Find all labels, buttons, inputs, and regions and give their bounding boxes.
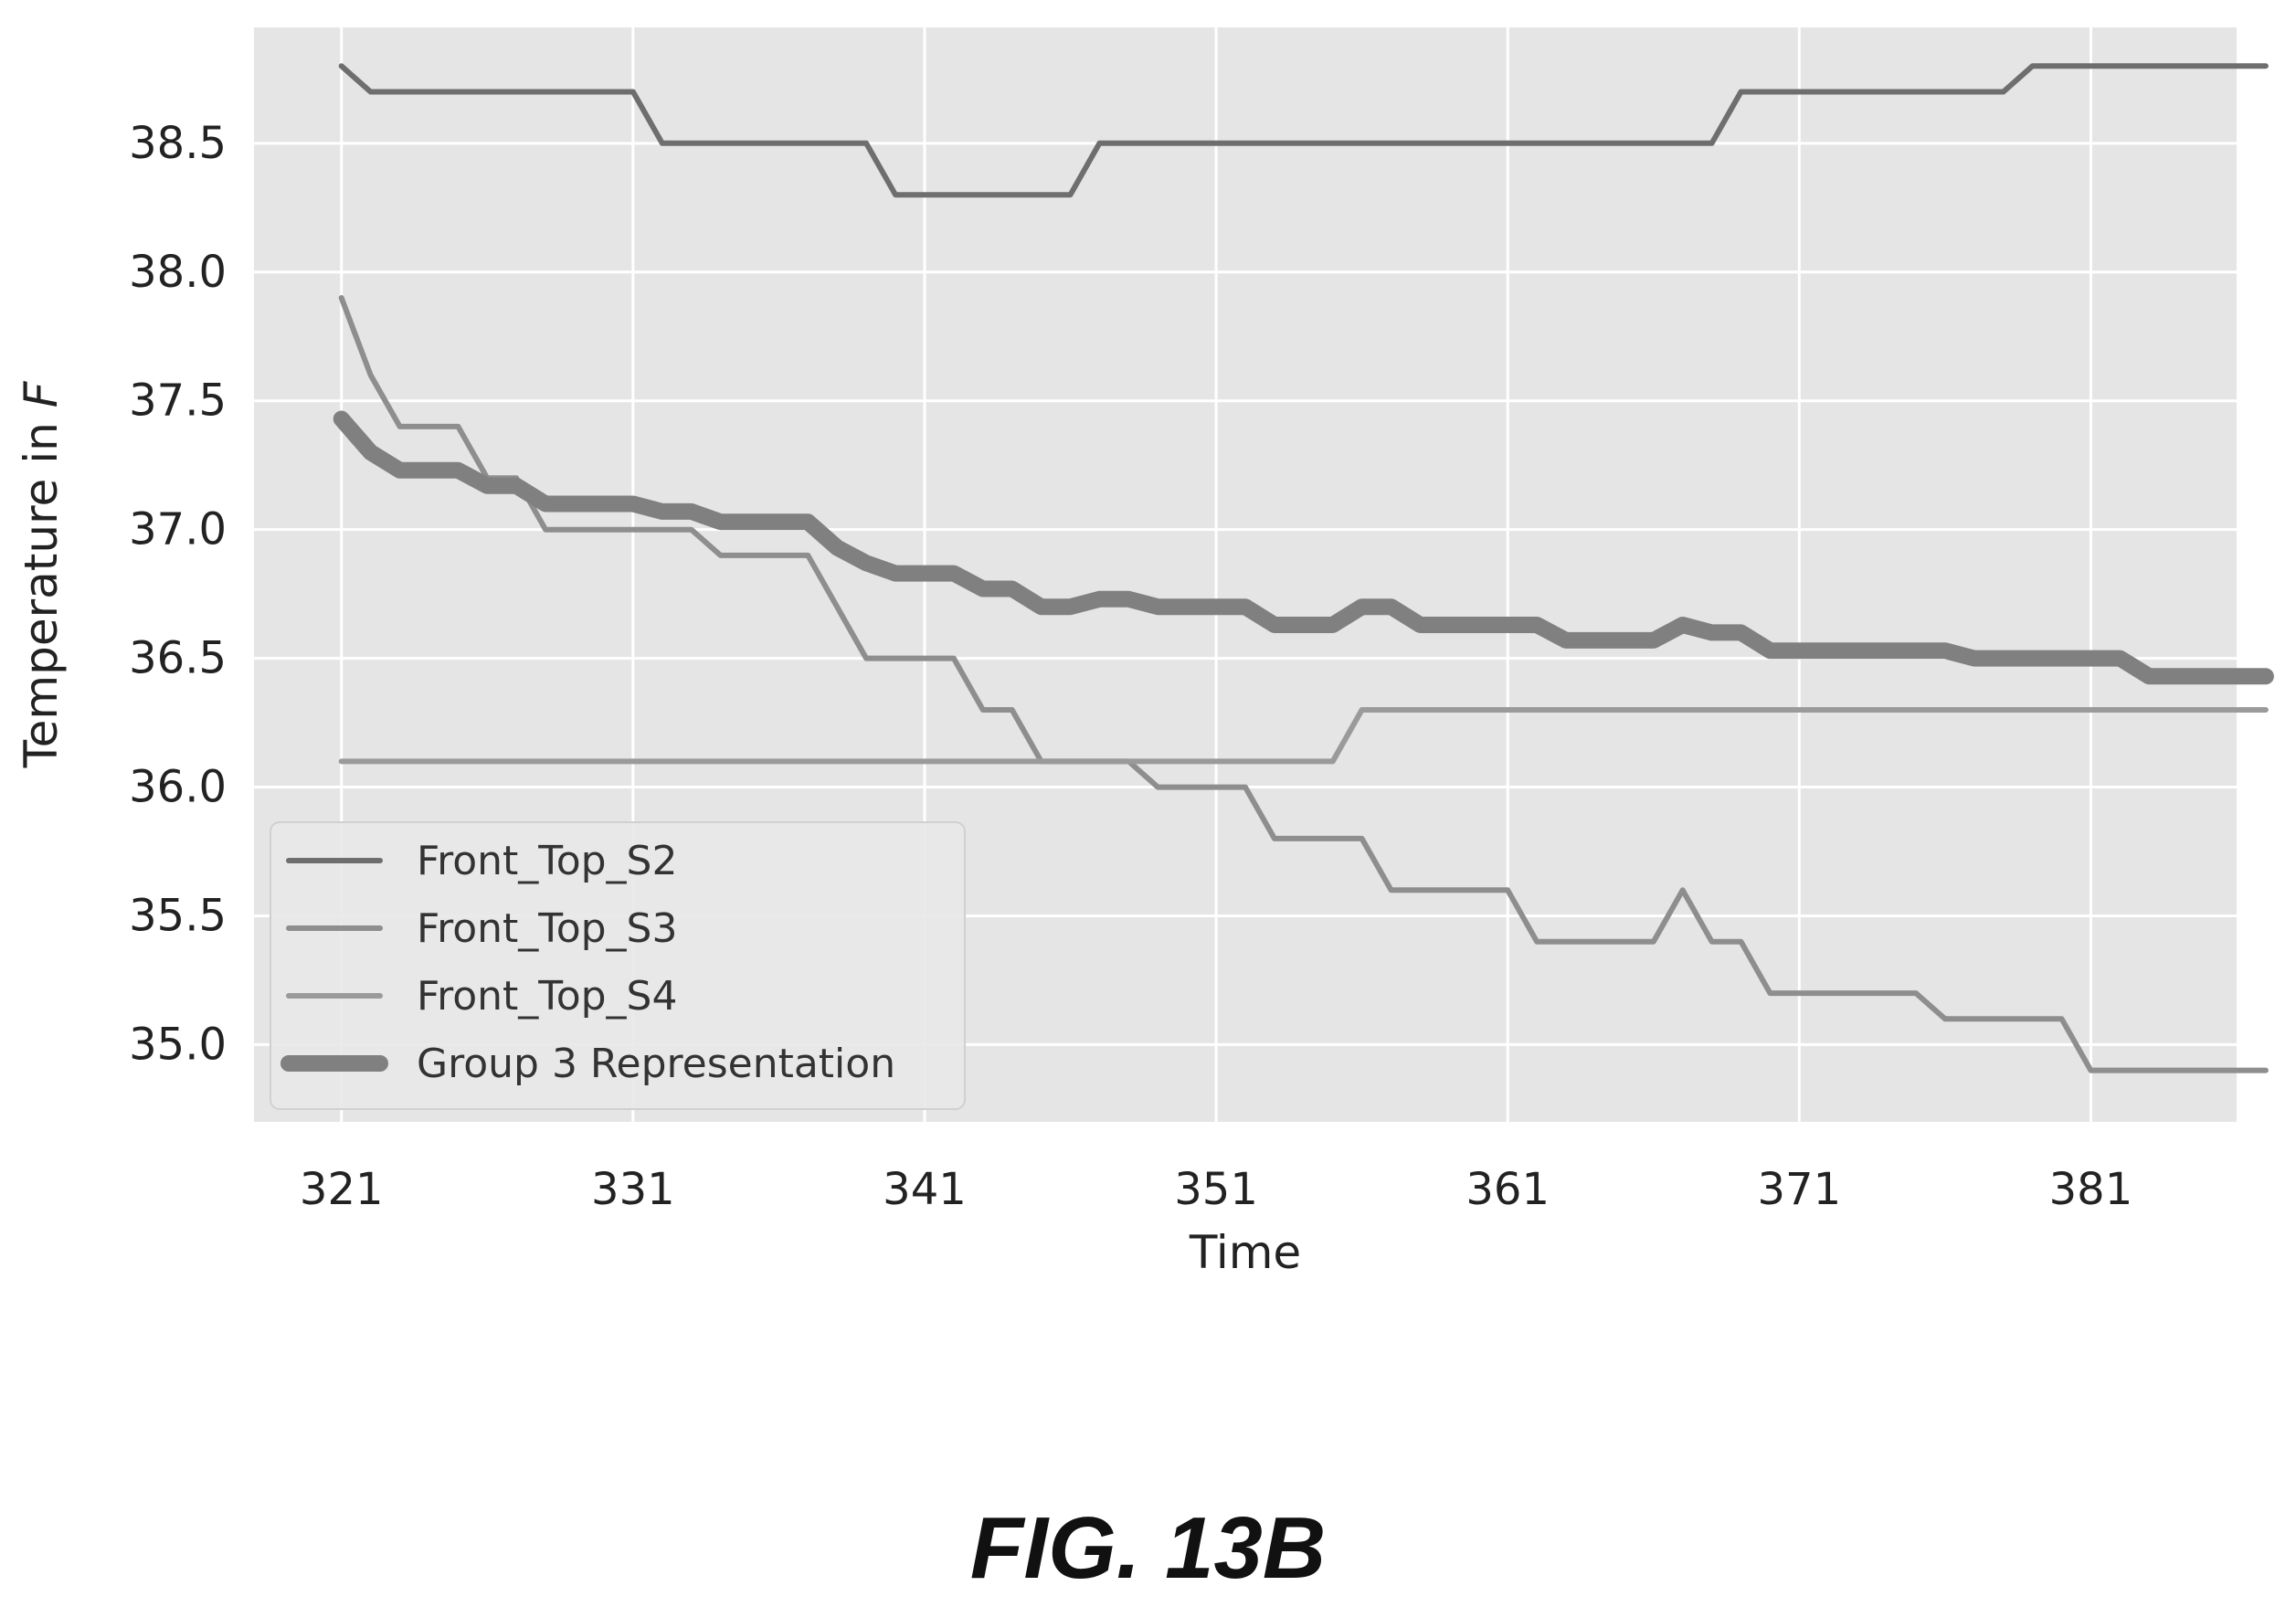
x-tick-label: 381 (2049, 1164, 2133, 1215)
y-axis-ticks: 35.0 35.5 36.0 36.5 37.0 37.5 38.0 38.5 (129, 118, 227, 1071)
series-lines (333, 63, 2274, 1073)
y-tick-label: 35.0 (129, 1019, 227, 1070)
legend-label: Front_Top_S2 (417, 838, 677, 884)
y-tick-label: 37.0 (129, 504, 227, 555)
y-tick-label: 36.5 (129, 633, 227, 684)
x-tick-label: 371 (1758, 1164, 1842, 1215)
y-axis-label-unit: F (15, 380, 68, 407)
figure-caption: FIG. 13B (969, 1499, 1327, 1597)
x-tick-label: 351 (1174, 1164, 1258, 1215)
y-tick-label: 35.5 (129, 890, 227, 941)
x-tick-label: 331 (591, 1164, 675, 1215)
series-line-0 (338, 63, 2269, 198)
x-tick-label: 361 (1465, 1164, 1550, 1215)
legend-label: Front_Top_S3 (417, 905, 677, 952)
x-tick-label: 341 (883, 1164, 967, 1215)
legend: Front_Top_S2 Front_Top_S3 Front_Top_S4 Grou… (270, 821, 966, 1110)
legend-label: Group 3 Representation (417, 1041, 895, 1087)
x-axis-ticks: 321 331 341 351 361 371 381 (300, 1164, 2132, 1215)
series-line-3 (333, 410, 2274, 685)
y-tick-label: 37.5 (129, 375, 227, 427)
legend-box (270, 821, 966, 1110)
y-axis-label-prefix: Temperature in (15, 407, 68, 768)
x-tick-label: 321 (300, 1164, 384, 1215)
y-tick-label: 38.5 (129, 118, 227, 169)
legend-label: Front_Top_S4 (417, 973, 677, 1020)
y-tick-label: 38.0 (129, 247, 227, 298)
y-axis-label: Temperature in F (15, 380, 68, 768)
y-tick-label: 36.0 (129, 762, 227, 813)
x-axis-label: Time (1189, 1226, 1301, 1279)
series-line-2 (338, 707, 2269, 765)
